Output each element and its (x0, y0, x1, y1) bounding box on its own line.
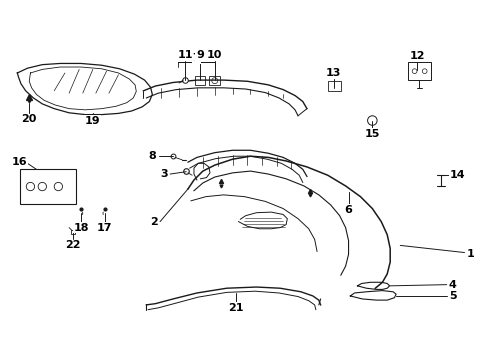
Text: 21: 21 (227, 303, 243, 313)
Bar (20, 169, 76, 204)
Text: 20: 20 (21, 114, 37, 124)
Text: 5: 5 (448, 291, 455, 301)
Text: 18: 18 (73, 222, 88, 233)
Text: 7: 7 (192, 53, 200, 63)
Text: 3: 3 (160, 169, 168, 179)
Bar (194, 76, 205, 85)
Text: 14: 14 (448, 170, 464, 180)
Text: 19: 19 (85, 116, 101, 126)
Text: 10: 10 (206, 50, 222, 60)
Text: 12: 12 (408, 51, 424, 61)
Text: 8: 8 (148, 151, 156, 161)
Bar (407, 62, 430, 80)
Text: 22: 22 (65, 240, 81, 251)
Text: 4: 4 (448, 280, 456, 290)
Text: 6: 6 (344, 205, 352, 215)
Text: 2: 2 (150, 217, 158, 227)
Text: 16: 16 (12, 157, 27, 167)
Text: 13: 13 (325, 68, 341, 78)
Bar (209, 76, 220, 85)
Bar (327, 81, 340, 91)
Text: 9: 9 (196, 50, 203, 60)
Text: 17: 17 (97, 222, 112, 233)
Text: 11: 11 (177, 50, 192, 60)
Text: 1: 1 (466, 249, 473, 259)
Text: 15: 15 (364, 129, 379, 139)
